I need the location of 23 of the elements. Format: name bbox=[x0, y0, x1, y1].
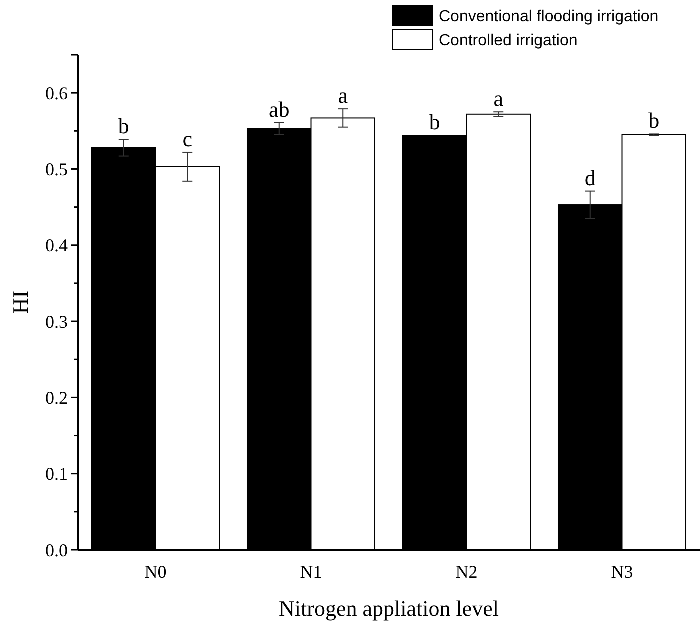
y-tick-label: 0.3 bbox=[46, 312, 68, 332]
annotation: b bbox=[429, 110, 440, 135]
x-tick-label: N1 bbox=[300, 562, 322, 582]
x-tick-label: N2 bbox=[456, 562, 478, 582]
x-tick-label: N0 bbox=[144, 562, 167, 582]
y-tick-label: 0.1 bbox=[46, 464, 68, 484]
annotation: b bbox=[118, 114, 130, 139]
legend-label: Controlled irrigation bbox=[439, 32, 578, 50]
y-tick-label: 0.4 bbox=[46, 236, 68, 256]
annotation: c bbox=[182, 126, 193, 152]
x-axis-title: Nitrogen appliation level bbox=[279, 596, 499, 621]
annotation: a bbox=[494, 86, 504, 112]
x-tick-label: N3 bbox=[611, 562, 634, 582]
y-tick-label: 0.6 bbox=[46, 83, 68, 104]
annotation: d bbox=[584, 165, 596, 190]
y-tick-label: 0.5 bbox=[46, 160, 68, 180]
y-tick-label: 0.2 bbox=[46, 388, 68, 408]
annotation: ab bbox=[268, 96, 290, 122]
legend-label: Conventional flooding irrigation bbox=[439, 8, 659, 26]
y-axis-title: HI bbox=[8, 290, 33, 314]
annotation: a bbox=[338, 83, 348, 108]
annotation: b bbox=[648, 108, 660, 134]
y-tick-label: 0.0 bbox=[46, 540, 68, 560]
